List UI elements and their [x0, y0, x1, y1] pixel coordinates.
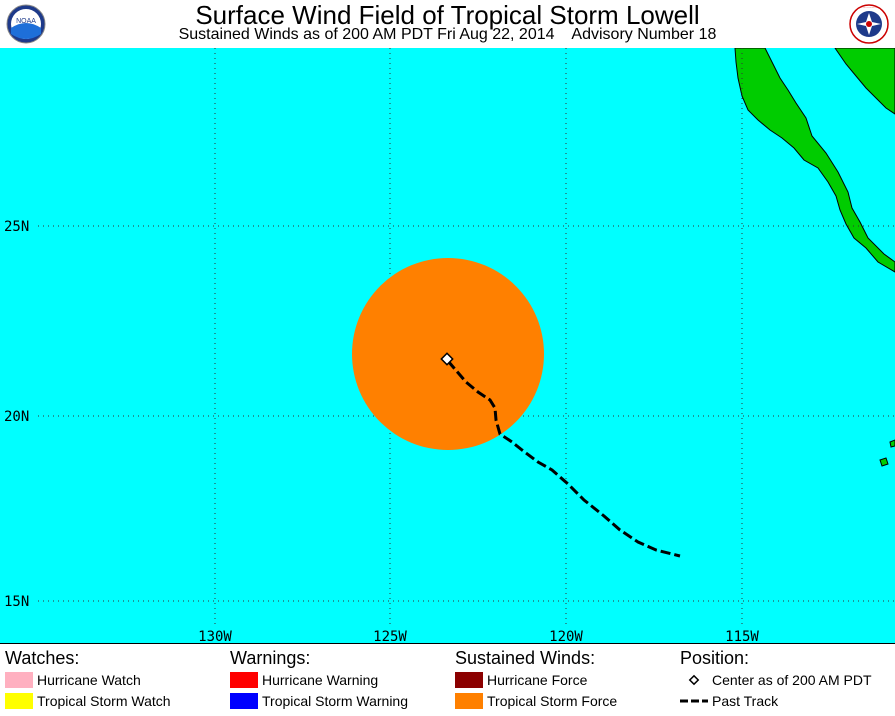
center-diamond-icon [680, 672, 708, 688]
storm-map: 25N 20N 15N 130W 125W 120W 115W [0, 48, 895, 644]
legend-winds-heading: Sustained Winds: [455, 648, 596, 668]
hurricane-force-swatch [455, 672, 483, 688]
longitude-label: 120W [549, 629, 583, 644]
longitude-label: 130W [198, 629, 232, 644]
legend-item-label: Hurricane Watch [37, 672, 141, 688]
land-island [889, 439, 895, 448]
past-track [446, 360, 681, 558]
map-bottom-border [0, 643, 895, 644]
legend-item: Hurricane Force [455, 671, 617, 689]
legend-warnings: Warnings: Hurricane Warning Tropical Sto… [230, 648, 408, 710]
legend-item-label: Hurricane Warning [262, 672, 379, 688]
longitude-labels: 130W 125W 120W 115W [198, 629, 759, 644]
hurricane-warning-swatch [230, 672, 258, 688]
legend-item: Center as of 200 AM PDT [680, 671, 872, 689]
legend-item: Hurricane Watch [5, 671, 171, 689]
past-track-line-icon [680, 693, 708, 709]
legend-item: Tropical Storm Force [455, 692, 617, 710]
legend-position-heading: Position: [680, 648, 750, 668]
legend-warnings-heading: Warnings: [230, 648, 311, 668]
legend-item-label: Tropical Storm Watch [37, 693, 171, 709]
legend-item: Tropical Storm Warning [230, 692, 408, 710]
nws-logo-icon: NATIONAL WEATHER SERVICE [849, 4, 889, 44]
latitude-labels: 25N 20N 15N [4, 219, 29, 610]
storm-center-diamond-icon [440, 352, 454, 366]
legend-watches-heading: Watches: [5, 648, 80, 668]
latitude-label: 15N [4, 594, 29, 610]
legend-item-label: Tropical Storm Force [487, 693, 618, 709]
tropical-storm-force-swatch [455, 693, 483, 709]
tropical-storm-watch-swatch [5, 693, 33, 709]
longitude-label: 115W [725, 629, 759, 644]
tropical-storm-warning-swatch [230, 693, 258, 709]
legend-watches: Watches: Hurricane Watch Tropical Storm … [5, 648, 171, 710]
latitude-label: 20N [4, 409, 29, 425]
land-mainland-mexico [834, 48, 895, 115]
svg-text:NATIONAL WEATHER SERVICE: NATIONAL WEATHER SERVICE [862, 6, 877, 9]
land-island [879, 457, 889, 467]
legend-item: Tropical Storm Watch [5, 692, 171, 710]
header: NOAA Surface Wind Field of Tropical Stor… [0, 0, 895, 48]
legend-item-label: Tropical Storm Warning [262, 693, 409, 709]
legend-position: Position: Center as of 200 AM PDT Past T… [680, 648, 872, 710]
hurricane-watch-swatch [5, 672, 33, 688]
longitude-label: 125W [373, 629, 407, 644]
legend: Watches: Hurricane Watch Tropical Storm … [0, 644, 895, 716]
legend-item-label: Hurricane Force [487, 672, 588, 688]
land-baja-california [734, 48, 895, 273]
page-subtitle: Sustained Winds as of 200 AM PDT Fri Aug… [178, 26, 717, 43]
legend-winds: Sustained Winds: Hurricane Force Tropica… [455, 648, 617, 710]
legend-item-label: Center as of 200 AM PDT [712, 672, 872, 688]
svg-text:NOAA: NOAA [16, 18, 36, 25]
legend-item: Hurricane Warning [230, 671, 408, 689]
legend-item-label: Past Track [712, 693, 779, 709]
noaa-logo-icon: NOAA [6, 4, 46, 44]
legend-item: Past Track [680, 692, 872, 710]
page-title: Surface Wind Field of Tropical Storm Low… [195, 0, 700, 30]
latitude-label: 25N [4, 219, 29, 235]
